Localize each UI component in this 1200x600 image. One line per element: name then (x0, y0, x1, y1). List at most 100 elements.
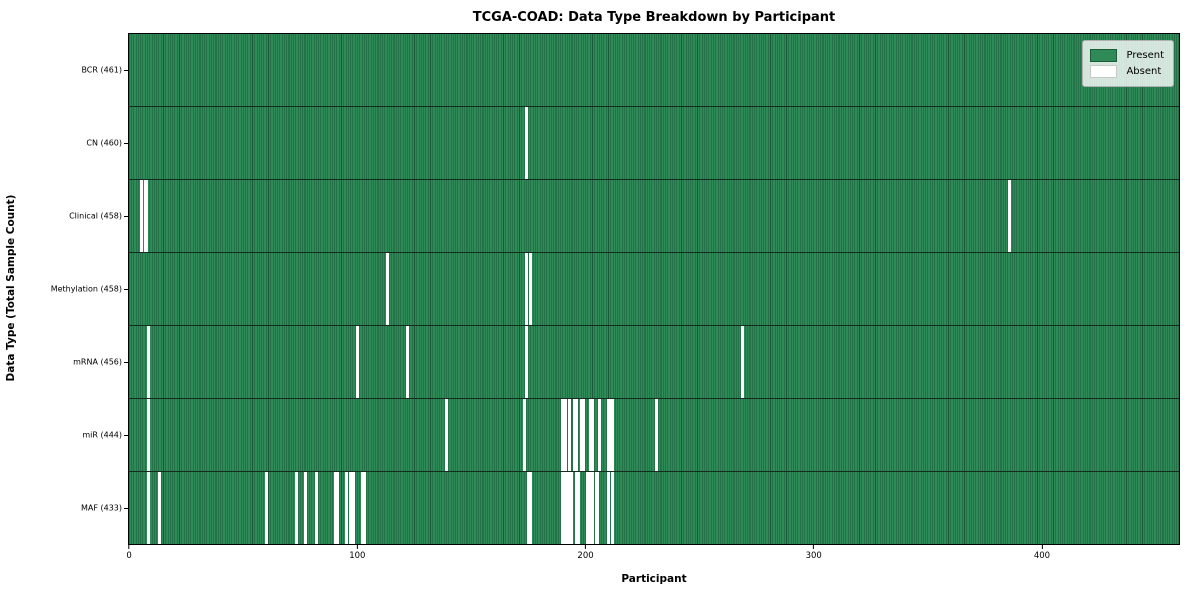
y-tick-mark (124, 289, 128, 290)
absent-stripe (609, 399, 613, 471)
absent-stripe (349, 472, 353, 544)
absent-stripe (654, 399, 658, 471)
absent-stripe (351, 472, 355, 544)
absent-stripe (595, 472, 599, 544)
absent-stripe (265, 472, 269, 544)
heatmap-row-cn (129, 107, 1179, 180)
x-tick-label: 300 (805, 551, 822, 561)
absent-stripe (563, 472, 567, 544)
absent-stripe (146, 326, 150, 398)
x-tick-300: 300 (806, 545, 822, 561)
x-tick-0: 0 (126, 545, 132, 561)
x-tick-label: 100 (349, 551, 366, 561)
absent-stripe (611, 472, 615, 544)
absent-stripe (741, 326, 745, 398)
legend-entry-absent: Absent (1090, 65, 1164, 78)
chart-title: TCGA-COAD: Data Type Breakdown by Partic… (472, 10, 836, 25)
absent-stripe (522, 399, 526, 471)
y-tick-mark (124, 508, 128, 510)
heatmap-row-mir (129, 399, 1179, 472)
x-tick-400: 400 (1034, 545, 1050, 561)
absent-stripe (158, 472, 162, 544)
x-tick-mark (128, 545, 130, 549)
heatmap-row-mrna (129, 326, 1179, 399)
x-tick-label: 0 (126, 551, 132, 561)
absent-stripe (529, 472, 533, 544)
absent-stripe (333, 472, 337, 544)
absent-stripe (606, 472, 610, 544)
absent-stripe (570, 472, 574, 544)
absent-stripe (611, 399, 615, 471)
y-tick-label-mrna: mRNA (456) (73, 357, 122, 367)
absent-stripe (335, 472, 339, 544)
absent-stripe (524, 253, 528, 325)
absent-stripe (344, 472, 348, 544)
absent-stripe (139, 180, 143, 252)
absent-stripe (579, 399, 583, 471)
absent-stripe (315, 472, 319, 544)
absent-stripe (590, 472, 594, 544)
y-axis-tick-marks (124, 33, 128, 545)
absent-stripe (588, 472, 592, 544)
absent-stripe (146, 472, 150, 544)
x-tick-label: 400 (1033, 551, 1051, 561)
y-tick-mark (124, 69, 128, 71)
y-tick-mark (124, 435, 128, 437)
x-tick-mark (356, 545, 358, 549)
x-tick-mark (813, 545, 815, 549)
legend-present-label: Present (1126, 50, 1164, 61)
absent-stripe (1007, 180, 1011, 252)
absent-stripe (565, 472, 569, 544)
absent-stripe (144, 180, 148, 252)
y-tick-label-bcr: BCR (461) (81, 65, 122, 75)
present-swatch-icon (1090, 49, 1118, 62)
absent-stripe (568, 399, 572, 471)
absent-stripe (606, 399, 610, 471)
y-tick-mark (124, 142, 128, 144)
x-tick-mark (585, 545, 587, 549)
absent-stripe (445, 399, 449, 471)
legend-entry-present: Present (1090, 49, 1164, 62)
y-tick-label-clinical: Clinical (458) (69, 211, 122, 221)
y-tick-label-maf: MAF (433) (80, 503, 122, 513)
absent-stripe (581, 399, 585, 471)
absent-stripe (586, 472, 590, 544)
y-tick-mark (124, 215, 128, 217)
absent-stripe (590, 399, 594, 471)
heatmap-row-bcr (129, 34, 1179, 107)
y-tick-label-mir: miR (444) (82, 430, 122, 440)
absent-stripe (360, 472, 364, 544)
absent-stripe (574, 472, 578, 544)
absent-stripe (529, 253, 533, 325)
absent-stripe (561, 472, 565, 544)
legend: Present Absent (1082, 40, 1174, 87)
absent-stripe (568, 472, 572, 544)
y-tick-label-cn: CN (460) (86, 138, 122, 148)
x-axis-label: Participant (621, 573, 687, 585)
absent-stripe (597, 399, 601, 471)
absent-stripe (356, 326, 360, 398)
absent-stripe (146, 399, 150, 471)
absent-stripe (385, 253, 389, 325)
absent-swatch-icon (1090, 65, 1118, 78)
x-tick-mark (1041, 545, 1043, 549)
y-axis-tick-labels: BCR (461) CN (460) Clinical (458) Methylati… (0, 33, 122, 545)
absent-stripe (363, 472, 367, 544)
absent-stripe (563, 399, 567, 471)
absent-stripe (588, 399, 592, 471)
absent-stripe (406, 326, 410, 398)
x-axis-ticks: 0 100 200 300 400 (126, 545, 1180, 571)
heatmap-row-methylation (129, 253, 1179, 326)
legend-absent-label: Absent (1126, 66, 1162, 77)
x-tick-label: 200 (577, 551, 594, 561)
absent-stripe (577, 472, 581, 544)
absent-stripe (524, 107, 528, 179)
plot-area: Present Absent (128, 33, 1180, 545)
absent-stripe (572, 399, 576, 471)
heatmap-row-clinical (129, 180, 1179, 253)
absent-stripe (524, 326, 528, 398)
absent-stripe (527, 472, 531, 544)
absent-stripe (574, 399, 578, 471)
x-tick-100: 100 (349, 545, 365, 561)
y-tick-mark (124, 362, 128, 364)
